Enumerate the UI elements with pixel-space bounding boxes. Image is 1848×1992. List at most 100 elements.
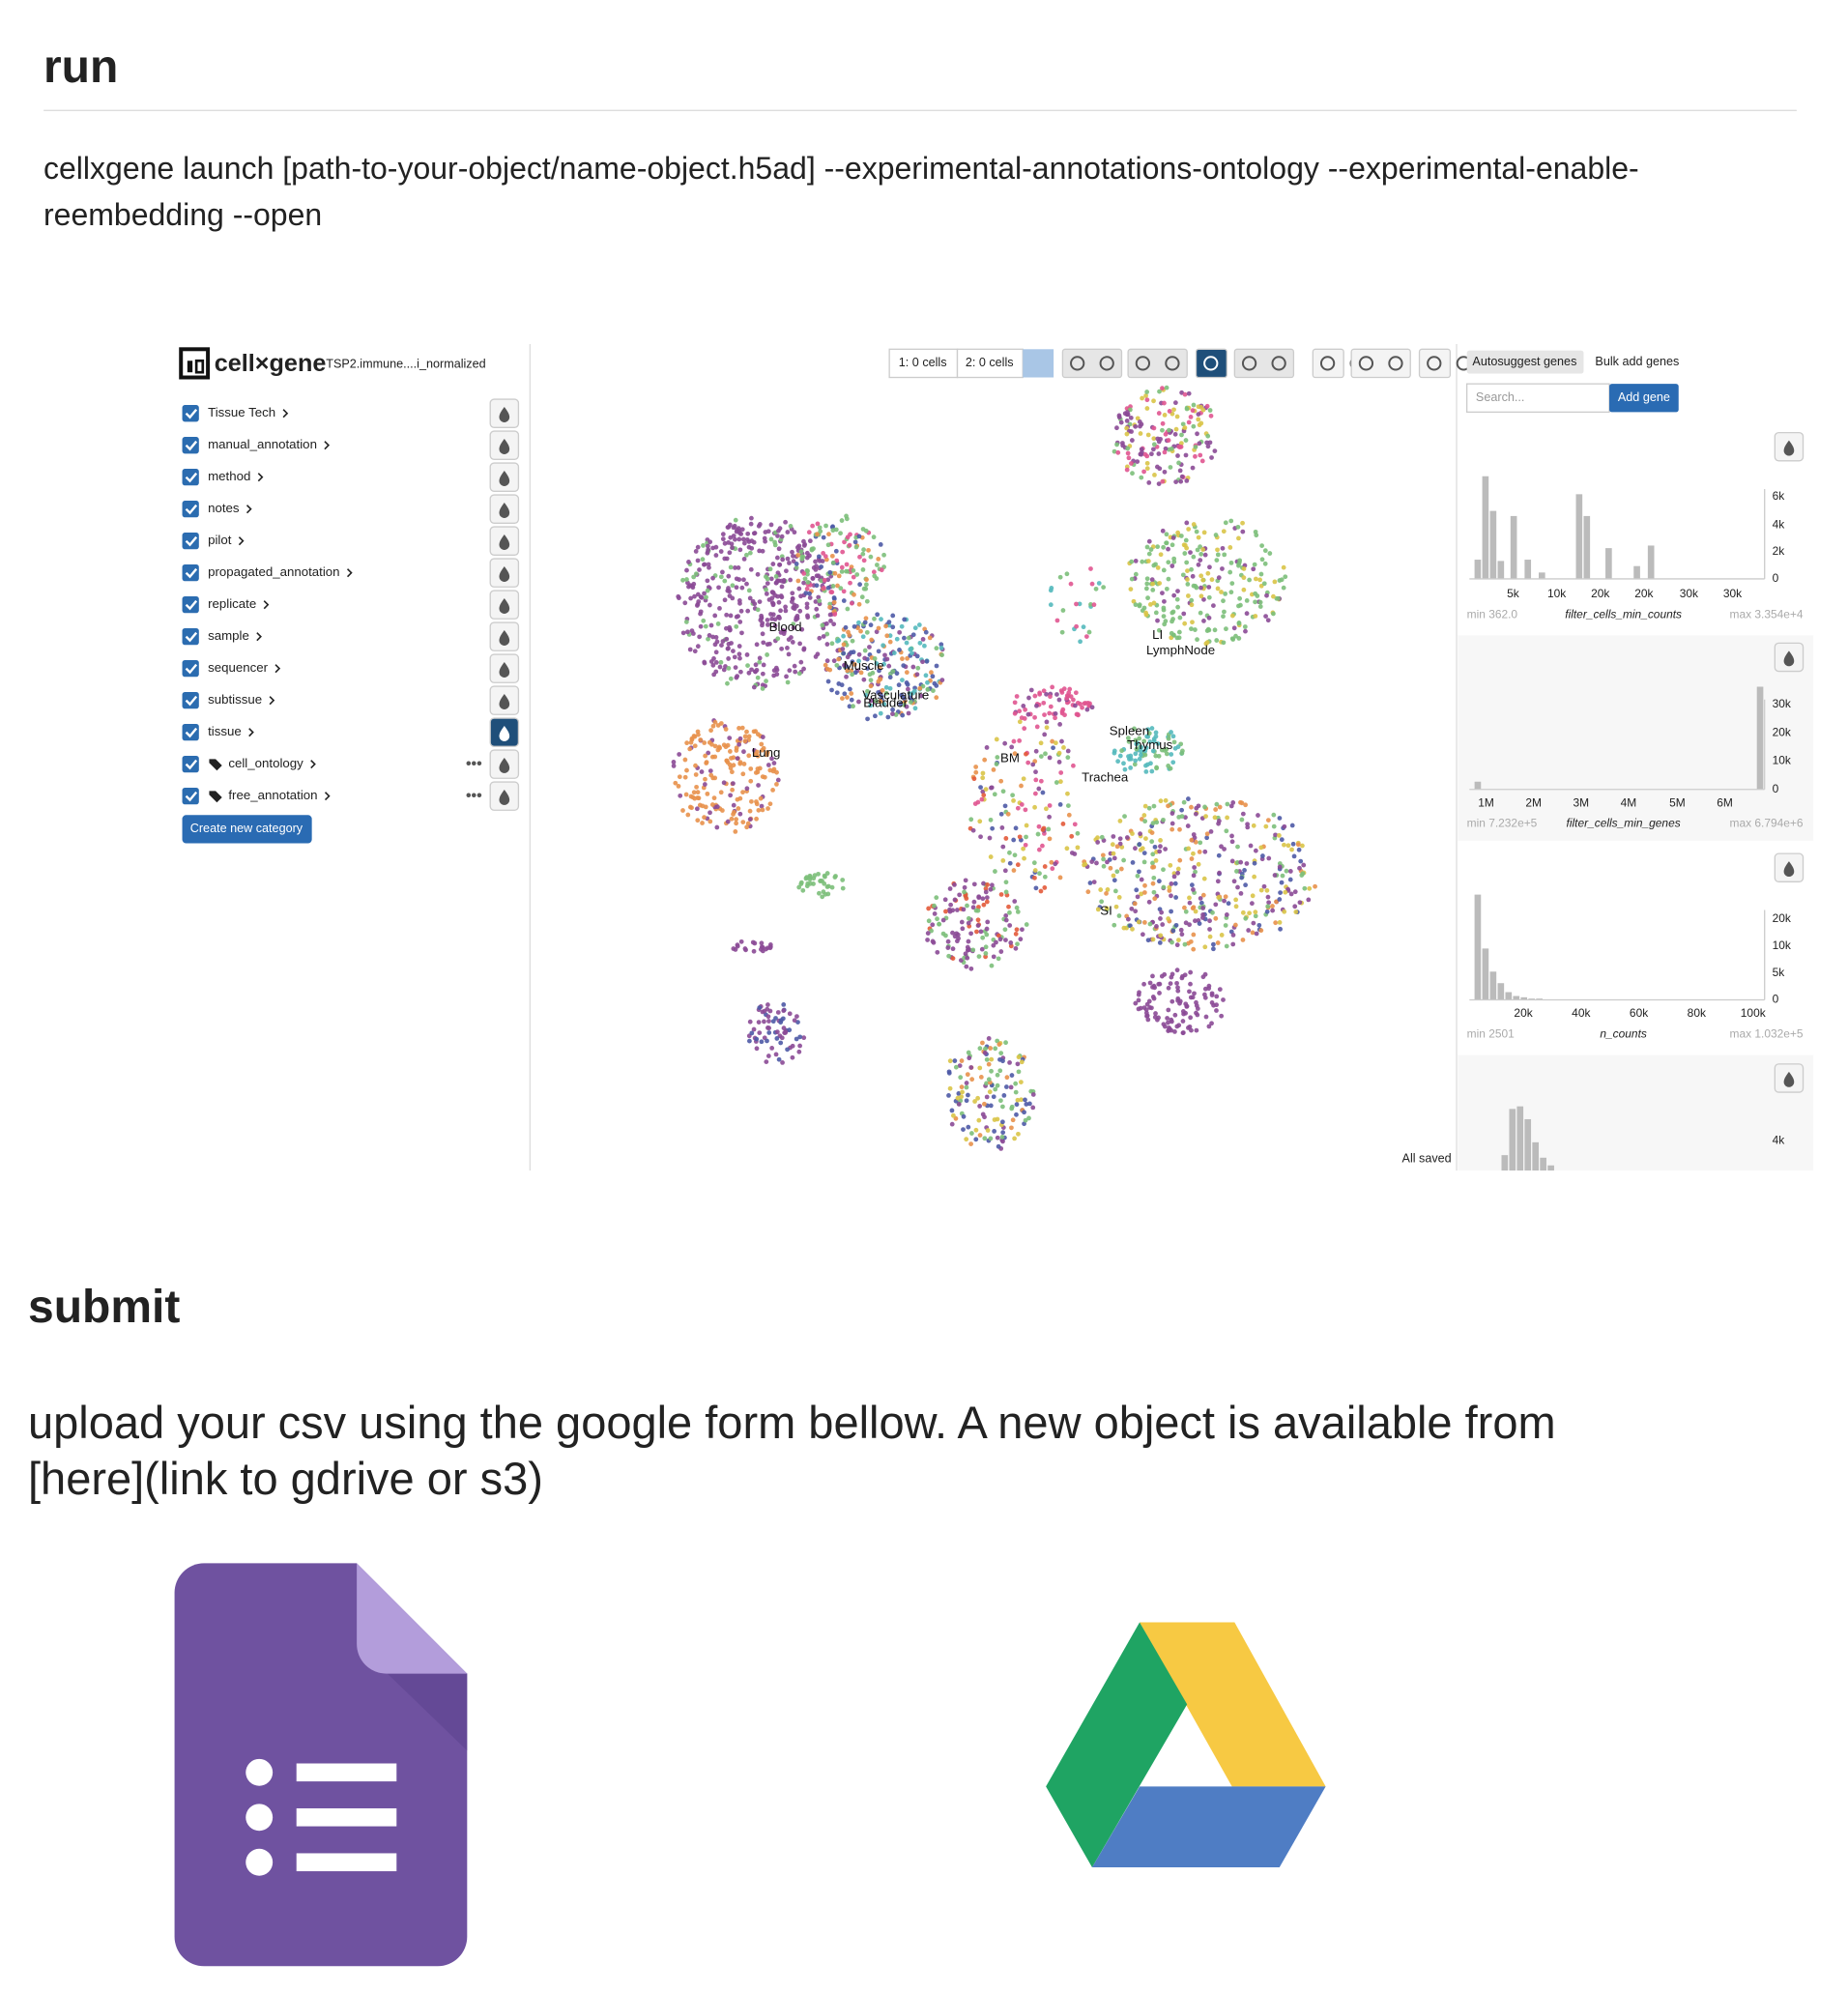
checkbox[interactable]: [182, 660, 199, 678]
checkbox[interactable]: [182, 405, 199, 422]
checkbox[interactable]: [182, 501, 199, 518]
cell-dot: [1145, 595, 1150, 601]
checkbox[interactable]: [182, 692, 199, 709]
cell-dot: [1281, 564, 1286, 570]
category-label[interactable]: method: [208, 469, 250, 483]
cell-dot: [851, 574, 856, 580]
cell-dot: [712, 754, 718, 760]
cell-dot: [942, 897, 948, 903]
category-label[interactable]: free_annotation: [228, 788, 317, 802]
cell-dot: [1296, 847, 1302, 852]
category-label[interactable]: pilot: [208, 533, 232, 547]
checkbox[interactable]: [182, 756, 199, 773]
cell-dot: [1161, 605, 1167, 611]
cell-dot: [1259, 543, 1264, 548]
checkbox[interactable]: [182, 788, 199, 805]
create-category-button[interactable]: [182, 815, 312, 844]
cell-dot: [1166, 1028, 1171, 1034]
cell-dot: [1189, 1027, 1194, 1033]
gene-tab[interactable]: [1466, 350, 1584, 374]
cell-dot: [1232, 922, 1238, 928]
checkbox[interactable]: [182, 533, 199, 550]
category-label[interactable]: cell_ontology: [228, 756, 303, 770]
cell-dot: [729, 641, 734, 646]
cell-dot: [1150, 852, 1156, 857]
google-forms-icon[interactable]: [174, 1563, 468, 1967]
cell-dot: [1184, 560, 1190, 565]
category-label[interactable]: sequencer: [208, 660, 269, 675]
cell-dot: [1088, 566, 1093, 571]
toolbar-button[interactable]: [1023, 349, 1054, 378]
cell-dot: [1156, 981, 1162, 987]
cell-set-button[interactable]: [888, 348, 959, 379]
cell-dot: [770, 1019, 776, 1025]
cell-dot: [1019, 1059, 1025, 1065]
cell-dot: [968, 1065, 974, 1070]
category-label[interactable]: subtissue: [208, 692, 262, 707]
cell-dot: [988, 1046, 994, 1051]
cell-dot: [1012, 710, 1018, 716]
cell-dot: [1071, 763, 1076, 768]
cell-dot: [871, 569, 877, 575]
checkbox[interactable]: [182, 628, 199, 646]
cell-dot: [906, 635, 911, 641]
category-label[interactable]: notes: [208, 501, 240, 515]
cell-dot: [787, 668, 793, 674]
cell-dot: [989, 963, 995, 968]
cell-dot: [940, 931, 946, 937]
cell-dot: [1207, 918, 1212, 924]
cell-dot: [1144, 390, 1150, 394]
cell-dot: [1141, 981, 1146, 987]
cell-dot: [845, 606, 851, 612]
category-label[interactable]: Tissue Tech: [208, 405, 275, 419]
category-label[interactable]: propagated_annotation: [208, 564, 339, 579]
cell-dot: [774, 769, 779, 775]
checkbox[interactable]: [182, 469, 199, 486]
cell-dot: [1235, 884, 1240, 890]
add-gene-button[interactable]: [1609, 384, 1679, 413]
cell-dot: [1137, 842, 1142, 847]
checkbox-check: [185, 695, 198, 707]
checkbox[interactable]: [182, 437, 199, 454]
cell-dot: [769, 1046, 775, 1051]
cell-dot: [1230, 637, 1236, 642]
cell-dot: [808, 881, 813, 886]
toolbar-button[interactable]: [1312, 348, 1344, 379]
gene-search[interactable]: [1465, 383, 1610, 414]
cell-dot: [840, 549, 846, 555]
cell-dot: [1096, 581, 1102, 586]
cell-dot: [853, 544, 859, 550]
checkbox-check: [185, 599, 198, 611]
google-drive-icon[interactable]: [1046, 1622, 1326, 1868]
cell-dot: [702, 782, 707, 787]
cell-dot: [717, 605, 722, 611]
histogram-bar: [1510, 515, 1517, 579]
cell-dot: [715, 621, 721, 626]
cell-dot: [1169, 974, 1174, 980]
cell-dot: [849, 668, 854, 674]
cell-dot: [798, 659, 804, 665]
cell-dot: [999, 825, 1005, 830]
cell-dot: [979, 946, 985, 952]
cell-dot: [1153, 753, 1159, 759]
category-label[interactable]: sample: [208, 628, 249, 643]
cell-dot: [721, 780, 727, 786]
toolbar-button[interactable]: [1418, 348, 1452, 379]
cell-dot: [1231, 879, 1237, 884]
gene-tab-label[interactable]: Bulk add genes: [1595, 355, 1679, 368]
cell-dot: [1088, 602, 1093, 607]
cell-dot: [954, 931, 959, 937]
checkbox[interactable]: [182, 564, 199, 582]
category-label[interactable]: replicate: [208, 596, 256, 611]
toolbar-button[interactable]: [1195, 348, 1228, 379]
category-label[interactable]: manual_annotation: [208, 437, 317, 451]
cell-dot: [812, 873, 818, 879]
category-label[interactable]: tissue: [208, 724, 242, 738]
cell-dot: [984, 1056, 990, 1062]
cell-dot: [991, 767, 996, 772]
cell-dot: [1010, 793, 1016, 798]
cell-dot: [1036, 847, 1042, 852]
checkbox[interactable]: [182, 596, 199, 614]
cell-dot: [1229, 833, 1234, 839]
checkbox[interactable]: [182, 724, 199, 741]
